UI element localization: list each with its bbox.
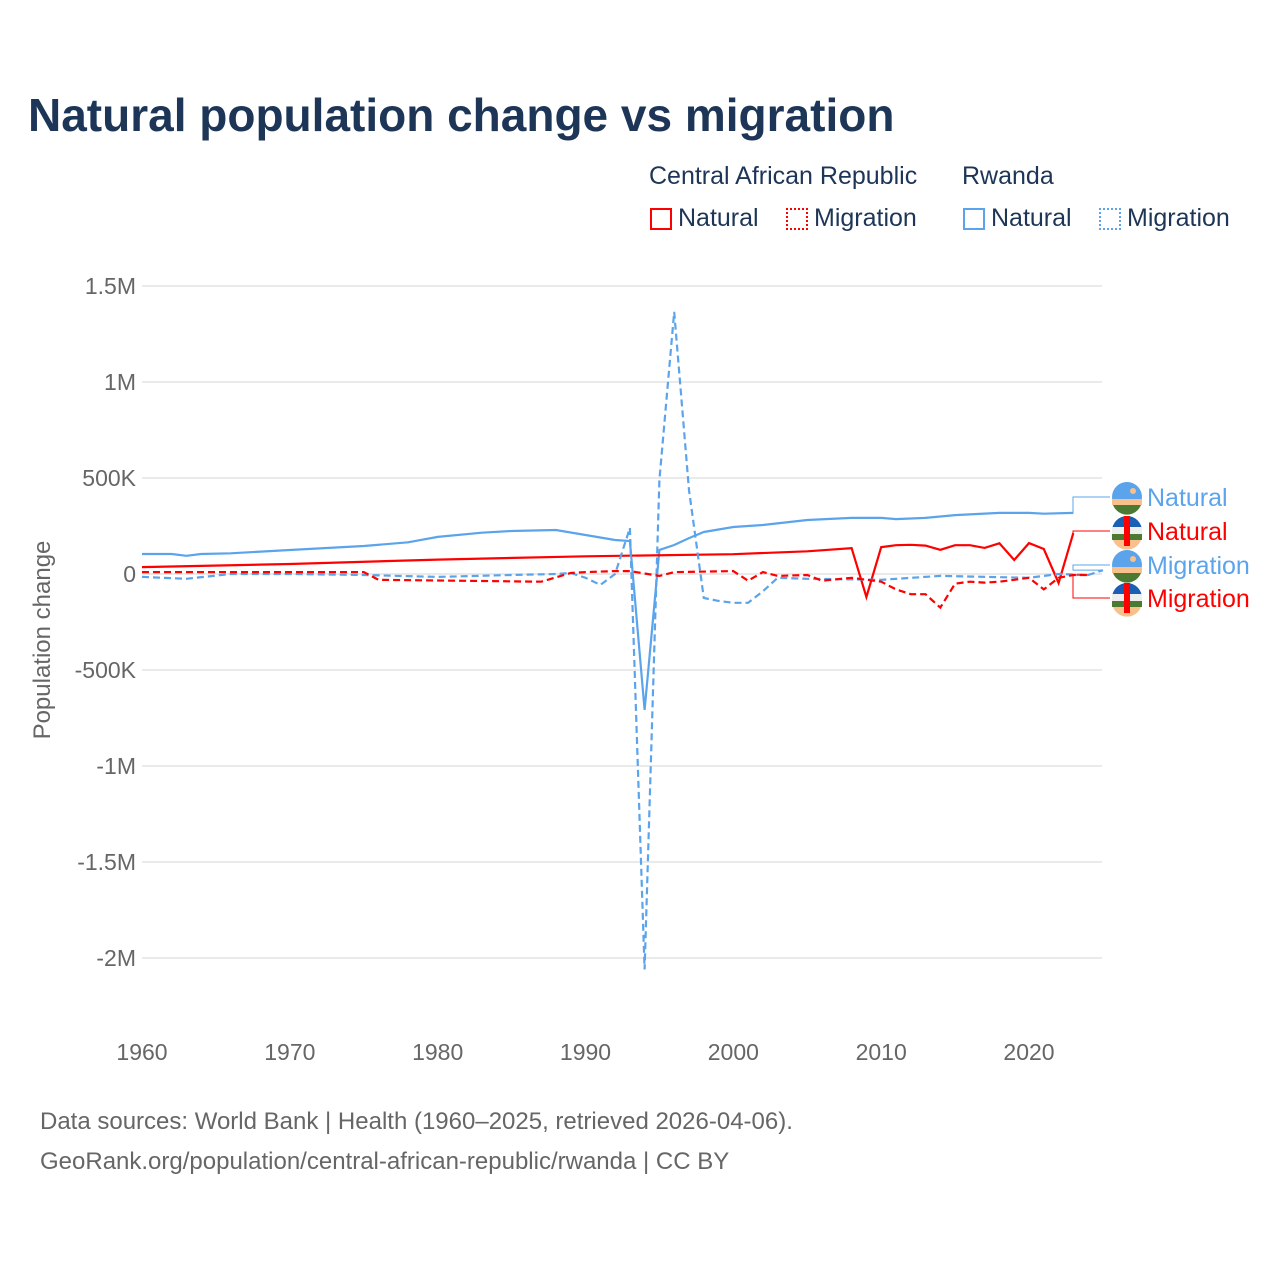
y-tick-label: -500K: [75, 657, 137, 683]
label-connector: [1072, 564, 1110, 571]
x-tick-label: 1960: [116, 1039, 167, 1065]
legend-group-car: Central African Republic: [649, 162, 918, 190]
legend-group-rwanda: Rwanda: [962, 162, 1054, 190]
rwanda-migration-line: [141, 311, 1104, 970]
x-tick-label: 2010: [856, 1039, 907, 1065]
y-tick-label: 1M: [104, 369, 136, 395]
dotted-swatch-icon: [786, 207, 808, 230]
car-flag-icon: [1112, 516, 1142, 550]
rwanda-flag-icon: [1112, 550, 1142, 583]
y-axis-label: Population change: [29, 541, 56, 740]
legend-label: Migration: [814, 204, 917, 232]
legend-car-migration[interactable]: Migration: [786, 204, 917, 233]
x-tick-label: 1990: [560, 1039, 611, 1065]
y-tick-label: 1.5M: [85, 273, 136, 299]
central-african-republic-migration-line: [142, 569, 1089, 610]
label-connector: [1072, 574, 1110, 599]
legend-label: Migration: [1127, 204, 1230, 232]
rwanda-natural-line: [142, 511, 1074, 711]
series-end-label: Natural: [1147, 484, 1228, 512]
central-african-republic-natural-line: [141, 532, 1075, 601]
series-end-label: Migration: [1147, 552, 1250, 580]
solid-swatch-icon: [650, 207, 672, 230]
legend-rwanda-natural[interactable]: Natural: [963, 204, 1072, 233]
legend-label: Natural: [991, 204, 1072, 232]
dotted-swatch-icon: [1099, 207, 1121, 230]
x-tick-label: 1970: [264, 1039, 315, 1065]
footer-link[interactable]: GeoRank.org/population/central-african-r…: [40, 1148, 730, 1175]
legend-car-natural[interactable]: Natural: [650, 204, 759, 233]
label-connector: [1072, 496, 1110, 514]
solid-swatch-icon: [963, 207, 985, 230]
series-end-label: Natural: [1147, 518, 1228, 546]
y-tick-label: -2M: [96, 945, 136, 971]
x-tick-label: 2020: [1003, 1039, 1054, 1065]
car-flag-icon: [1112, 583, 1142, 617]
footer-sources: Data sources: World Bank | Health (1960–…: [40, 1108, 793, 1135]
chart-title: Natural population change vs migration: [28, 89, 895, 141]
legend-rwanda-migration[interactable]: Migration: [1099, 204, 1230, 233]
x-tick-label: 2000: [708, 1039, 759, 1065]
x-tick-label: 1980: [412, 1039, 463, 1065]
series-end-label: Migration: [1147, 585, 1250, 613]
label-connector: [1072, 530, 1110, 534]
legend-label: Natural: [678, 204, 759, 232]
y-tick-label: 500K: [82, 465, 136, 491]
y-tick-label: -1M: [96, 753, 136, 779]
y-tick-label: -1.5M: [77, 849, 136, 875]
rwanda-flag-icon: [1112, 482, 1142, 515]
y-tick-label: 0: [123, 561, 136, 587]
